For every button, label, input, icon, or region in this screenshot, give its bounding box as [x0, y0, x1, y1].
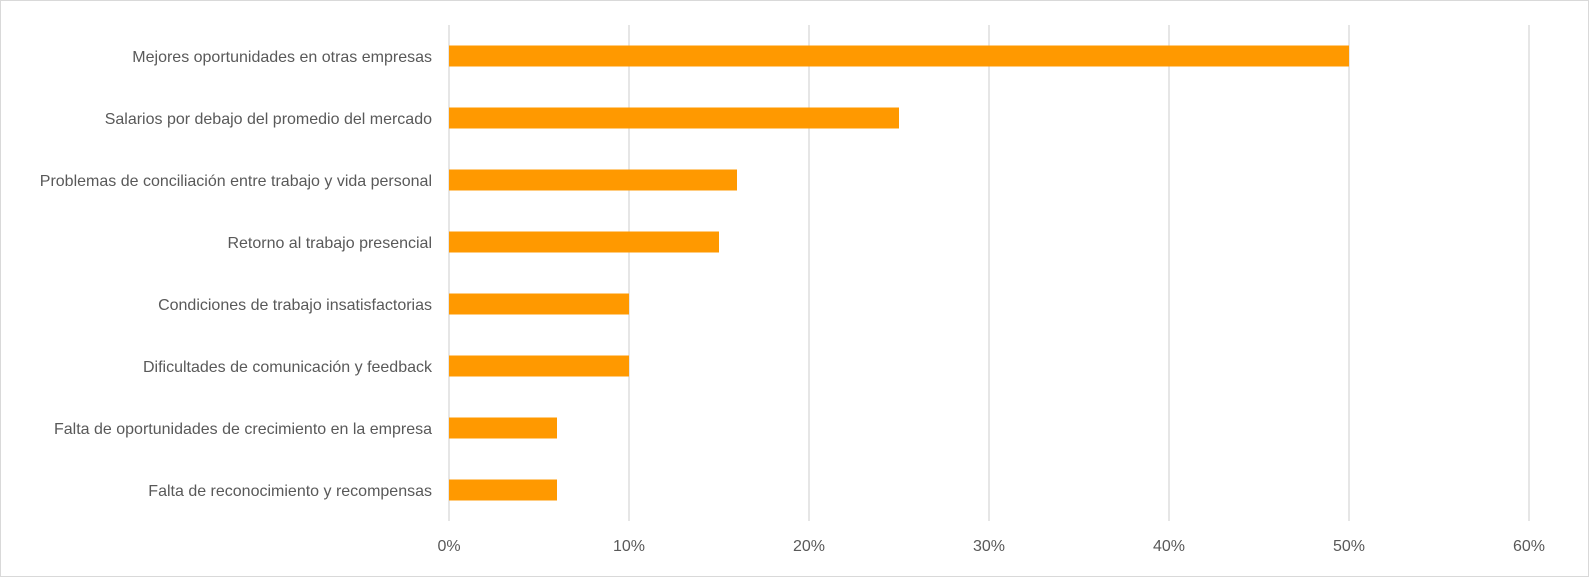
x-tick-label: 20%	[793, 538, 825, 555]
category-label: Mejores oportunidades en otras empresas	[132, 49, 432, 66]
x-tick-label: 0%	[437, 538, 460, 555]
bar	[449, 417, 557, 439]
category-label: Problemas de conciliación entre trabajo …	[40, 173, 432, 190]
category-label: Falta de oportunidades de crecimiento en…	[54, 421, 432, 438]
category-label: Salarios por debajo del promedio del mer…	[105, 111, 432, 128]
category-label: Condiciones de trabajo insatisfactorias	[158, 297, 432, 314]
bar	[449, 355, 629, 377]
bar	[449, 479, 557, 501]
bar	[449, 293, 629, 315]
x-tick-labels: 0% 10% 20% 30% 40% 50% 60%	[437, 538, 1545, 555]
bar	[449, 45, 1349, 67]
x-tick-label: 50%	[1333, 538, 1365, 555]
x-tick-label: 30%	[973, 538, 1005, 555]
bars	[449, 45, 1349, 501]
category-labels: Mejores oportunidades en otras empresas S…	[40, 49, 433, 500]
x-tick-label: 10%	[613, 538, 645, 555]
gridlines	[448, 25, 1530, 521]
category-label: Dificultades de comunicación y feedback	[143, 359, 433, 376]
x-tick-label: 60%	[1513, 538, 1545, 555]
category-label: Retorno al trabajo presencial	[227, 235, 432, 252]
category-label: Falta de reconocimiento y recompensas	[148, 483, 432, 500]
x-tick-label: 40%	[1153, 538, 1185, 555]
bar	[449, 107, 899, 129]
bar	[449, 169, 737, 191]
bar	[449, 231, 719, 253]
